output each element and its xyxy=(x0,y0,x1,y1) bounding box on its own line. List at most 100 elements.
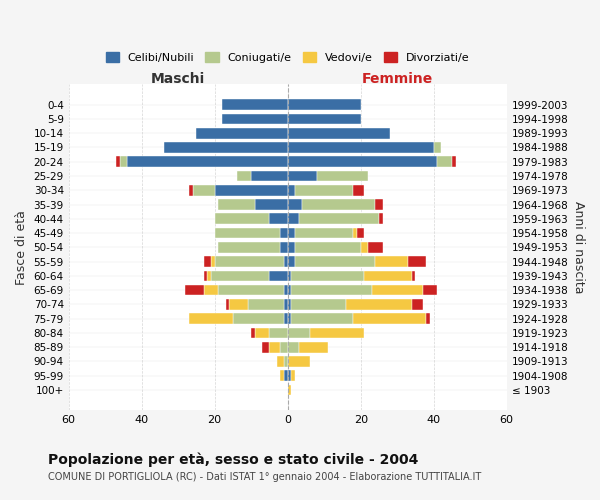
Bar xyxy=(189,314,233,324)
Bar xyxy=(251,328,255,338)
Bar xyxy=(287,114,361,124)
Bar xyxy=(295,185,353,196)
Bar xyxy=(364,270,412,281)
Bar xyxy=(277,356,284,367)
Bar xyxy=(120,156,127,167)
Bar xyxy=(287,170,317,181)
Bar xyxy=(353,185,364,196)
Y-axis label: Anni di nascita: Anni di nascita xyxy=(572,201,585,294)
Bar xyxy=(204,285,218,296)
Bar xyxy=(299,214,379,224)
Bar xyxy=(287,314,292,324)
Bar xyxy=(376,256,408,267)
Bar xyxy=(255,199,287,210)
Bar xyxy=(434,142,441,153)
Bar xyxy=(218,199,255,210)
Bar xyxy=(299,342,328,352)
Bar xyxy=(287,342,299,352)
Bar xyxy=(280,242,287,252)
Bar xyxy=(287,356,310,367)
Bar xyxy=(379,214,383,224)
Bar xyxy=(353,228,357,238)
Bar xyxy=(353,314,427,324)
Bar xyxy=(211,270,269,281)
Bar xyxy=(269,342,280,352)
Bar xyxy=(284,314,287,324)
Bar xyxy=(287,185,295,196)
Bar xyxy=(284,299,287,310)
Bar xyxy=(215,214,269,224)
Bar xyxy=(287,156,437,167)
Bar xyxy=(211,256,215,267)
Text: COMUNE DI PORTIGLIOLA (RC) - Dati ISTAT 1° gennaio 2004 - Elaborazione TUTTITALI: COMUNE DI PORTIGLIOLA (RC) - Dati ISTAT … xyxy=(48,472,481,482)
Bar xyxy=(292,285,371,296)
Bar xyxy=(452,156,455,167)
Bar xyxy=(280,342,287,352)
Bar xyxy=(287,100,361,110)
Bar xyxy=(287,328,310,338)
Bar xyxy=(292,370,295,381)
Bar xyxy=(127,156,287,167)
Bar xyxy=(310,328,364,338)
Bar xyxy=(164,142,287,153)
Bar xyxy=(269,328,287,338)
Bar xyxy=(269,270,287,281)
Bar xyxy=(204,270,208,281)
Bar xyxy=(292,299,346,310)
Bar xyxy=(376,199,383,210)
Bar xyxy=(233,314,284,324)
Bar xyxy=(317,170,368,181)
Bar xyxy=(295,228,353,238)
Bar xyxy=(284,370,287,381)
Bar xyxy=(222,100,287,110)
Bar xyxy=(218,242,280,252)
Bar xyxy=(287,370,292,381)
Bar xyxy=(229,299,248,310)
Bar xyxy=(215,228,280,238)
Bar xyxy=(287,384,292,396)
Bar xyxy=(280,370,284,381)
Bar xyxy=(189,185,193,196)
Bar xyxy=(236,170,251,181)
Bar xyxy=(215,256,284,267)
Bar xyxy=(371,285,423,296)
Bar xyxy=(357,228,364,238)
Bar xyxy=(423,285,437,296)
Bar xyxy=(215,185,287,196)
Bar xyxy=(427,314,430,324)
Bar xyxy=(284,256,287,267)
Text: Maschi: Maschi xyxy=(151,72,205,86)
Bar xyxy=(226,299,229,310)
Bar xyxy=(287,128,390,138)
Bar xyxy=(284,356,287,367)
Bar xyxy=(287,256,295,267)
Bar xyxy=(262,342,269,352)
Bar xyxy=(280,228,287,238)
Bar xyxy=(287,214,299,224)
Y-axis label: Fasce di età: Fasce di età xyxy=(15,210,28,285)
Bar xyxy=(269,214,287,224)
Legend: Celibi/Nubili, Coniugati/e, Vedovi/e, Divorziati/e: Celibi/Nubili, Coniugati/e, Vedovi/e, Di… xyxy=(101,48,475,68)
Bar xyxy=(287,242,295,252)
Bar xyxy=(408,256,427,267)
Bar xyxy=(287,228,295,238)
Bar xyxy=(437,156,452,167)
Bar xyxy=(412,270,415,281)
Bar xyxy=(302,199,376,210)
Bar xyxy=(196,128,287,138)
Bar xyxy=(292,314,353,324)
Bar xyxy=(204,256,211,267)
Bar xyxy=(412,299,423,310)
Bar xyxy=(295,242,361,252)
Bar xyxy=(116,156,120,167)
Bar xyxy=(346,299,412,310)
Bar xyxy=(287,299,292,310)
Bar xyxy=(287,199,302,210)
Text: Popolazione per età, sesso e stato civile - 2004: Popolazione per età, sesso e stato civil… xyxy=(48,452,418,467)
Bar xyxy=(222,114,287,124)
Bar xyxy=(208,270,211,281)
Bar xyxy=(193,185,215,196)
Bar xyxy=(248,299,284,310)
Bar xyxy=(218,285,284,296)
Bar xyxy=(361,242,368,252)
